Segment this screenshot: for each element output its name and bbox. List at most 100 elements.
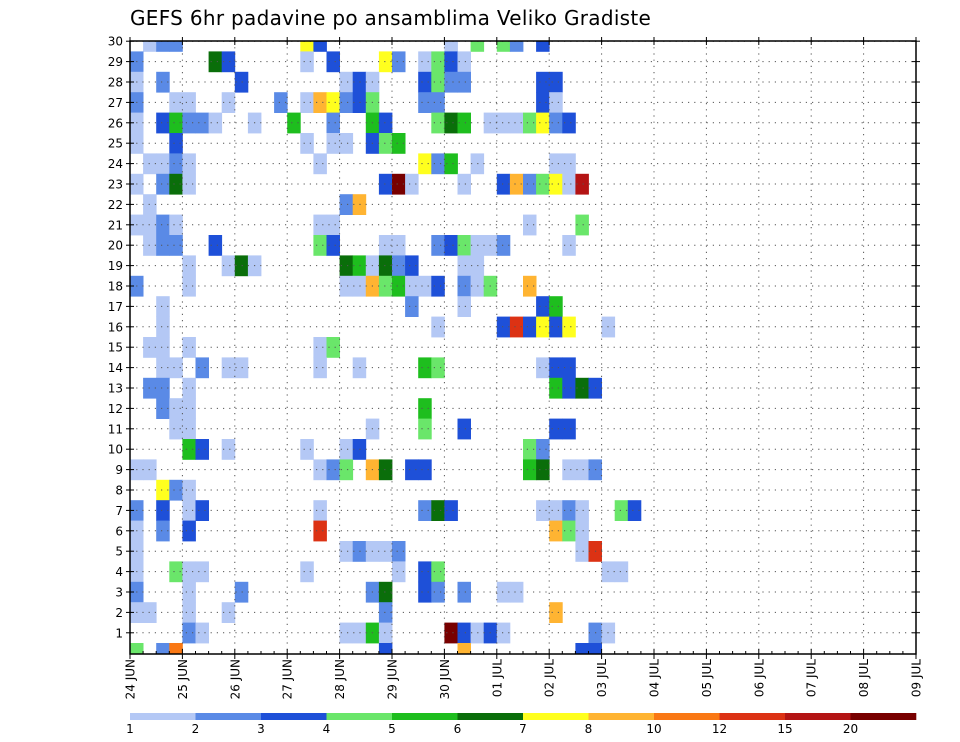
x-tick-label: 28 JUN: [333, 659, 347, 699]
heatmap-cell: [169, 357, 183, 379]
heatmap-cell: [392, 51, 406, 73]
heatmap-cell: [405, 255, 419, 277]
heatmap-cell: [182, 153, 196, 175]
heatmap-cell: [418, 418, 432, 440]
heatmap-cell: [536, 173, 550, 195]
heatmap-cell: [444, 153, 458, 175]
y-tick-label: 27: [108, 96, 123, 110]
heatmap-cell: [562, 173, 576, 195]
heatmap-cell: [182, 479, 196, 501]
x-tick-label: 29 JUN: [386, 659, 400, 699]
y-tick-label: 1: [115, 626, 123, 640]
heatmap-cell: [549, 418, 563, 440]
heatmap-cell: [208, 51, 223, 73]
heatmap-cell: [339, 255, 354, 277]
axis-ticks: [126, 37, 920, 659]
heatmap-cell: [182, 561, 196, 583]
heatmap-cell: [182, 255, 196, 277]
heatmap-cell: [156, 377, 170, 399]
color-legend: 1 2 3 4 5 6 7 8 10 12 15 20: [126, 713, 917, 736]
heatmap-cell: [156, 153, 170, 175]
heatmap-cell: [431, 561, 445, 583]
heatmap-cell: [549, 357, 563, 379]
heatmap-cell: [339, 622, 354, 644]
heatmap-cell: [392, 235, 406, 256]
heatmap-cell: [195, 357, 209, 379]
heatmap-cell: [169, 133, 183, 154]
heatmap-cell: [523, 275, 537, 297]
heatmap-cell: [588, 643, 602, 655]
heatmap-cell: [339, 275, 354, 297]
heatmap-cell: [339, 194, 354, 215]
heatmap-cell: [300, 133, 314, 154]
heatmap-cell: [392, 173, 406, 195]
heatmap-cell: [431, 92, 445, 113]
legend-label: 15: [777, 722, 792, 736]
heatmap-cell: [562, 153, 576, 175]
x-tick-label: 07 JUL: [805, 659, 819, 697]
heatmap-cell: [326, 92, 340, 113]
heatmap-cell: [418, 71, 432, 93]
heatmap-cell: [182, 337, 196, 358]
heatmap-cell: [457, 51, 471, 73]
heatmap-cell: [457, 173, 471, 195]
heatmap-cell: [156, 337, 170, 358]
heatmap-cell: [169, 41, 183, 52]
heatmap-cell: [457, 255, 471, 277]
heatmap-cell: [182, 398, 196, 419]
heatmap-cell: [614, 500, 629, 521]
y-tick-label: 30: [108, 35, 123, 49]
heatmap-cell: [169, 561, 183, 583]
heatmap-cell: [405, 173, 419, 195]
heatmap-cell: [536, 112, 550, 134]
heatmap-cell: [418, 459, 432, 481]
heatmap-cell: [313, 500, 327, 521]
legend-swatch: [850, 713, 917, 720]
y-tick-label: 26: [108, 116, 123, 130]
y-tick-label: 21: [108, 218, 123, 232]
y-tick-label: 15: [108, 341, 123, 355]
heatmap-cell: [378, 541, 393, 562]
heatmap-cell: [523, 173, 537, 195]
y-tick-label: 28: [108, 76, 123, 90]
heatmap-cell: [156, 643, 170, 655]
heatmap-cell: [195, 439, 209, 460]
y-tick-label: 18: [108, 280, 123, 294]
heatmap-cell: [575, 459, 589, 481]
legend-label: 3: [257, 722, 265, 736]
heatmap-cell: [182, 500, 196, 521]
heatmap-cell: [392, 561, 406, 583]
heatmap-cell: [549, 500, 563, 521]
x-tick-label: 01 JUL: [490, 659, 504, 697]
heatmap-cell: [405, 275, 419, 297]
heatmap-cell: [575, 500, 589, 521]
heatmap-cell: [496, 235, 511, 256]
heatmap-cell: [182, 418, 196, 440]
heatmap-cell: [418, 500, 432, 521]
heatmap-cell: [274, 92, 288, 113]
heatmap-cell: [457, 112, 471, 134]
heatmap-cell: [549, 92, 563, 113]
heatmap-cell: [378, 581, 393, 603]
heatmap-cell: [339, 92, 354, 113]
heatmap-cell: [431, 112, 445, 134]
heatmap-cell: [143, 377, 157, 399]
y-axis-tick-labels: 1234567891011121314151617181920212223242…: [108, 35, 123, 641]
heatmap-cell: [326, 133, 340, 154]
heatmap-cell: [208, 235, 223, 256]
heatmap-cell: [169, 479, 183, 501]
heatmap-cell: [326, 51, 340, 73]
heatmap-cell: [300, 439, 314, 460]
y-tick-label: 7: [115, 504, 123, 518]
heatmap-cell: [143, 214, 157, 236]
heatmap-cell: [221, 255, 236, 277]
heatmap-cell: [496, 622, 511, 644]
heatmap-cell: [378, 255, 393, 277]
heatmap-cell: [431, 357, 445, 379]
heatmap-cell: [562, 377, 576, 399]
heatmap-cell: [431, 71, 445, 93]
heatmap-cell: [156, 520, 170, 542]
heatmap-cell: [169, 112, 183, 134]
heatmap-cell: [182, 112, 196, 134]
legend-label: 20: [843, 722, 858, 736]
